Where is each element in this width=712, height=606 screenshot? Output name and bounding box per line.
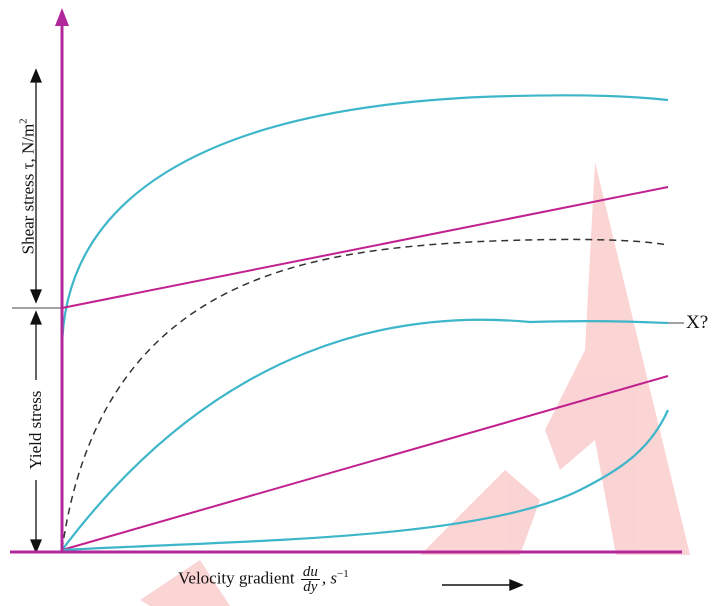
cyan-curve-lower <box>61 409 670 552</box>
x-label-arrow <box>442 578 524 592</box>
shear-stress-arrow <box>30 68 42 304</box>
y-axis-arrowhead <box>55 8 69 26</box>
cyan-curve-middle <box>61 318 669 551</box>
velocity-gradient-fraction: du dy <box>300 564 320 595</box>
x-axis-label: Velocity gradient du dy , s−1 <box>178 564 349 595</box>
magenta-line-upper <box>61 186 669 309</box>
cyan-curve-upper <box>60 94 669 353</box>
watermark-logo <box>140 162 690 606</box>
dashed-curve <box>61 238 669 551</box>
yield-stress-label: Yield stress <box>26 380 46 480</box>
magenta-line-lower <box>61 375 669 551</box>
y-axis-label: Shear stress τ, N/m2 <box>17 118 38 255</box>
curve-label-x: X? <box>686 312 709 333</box>
